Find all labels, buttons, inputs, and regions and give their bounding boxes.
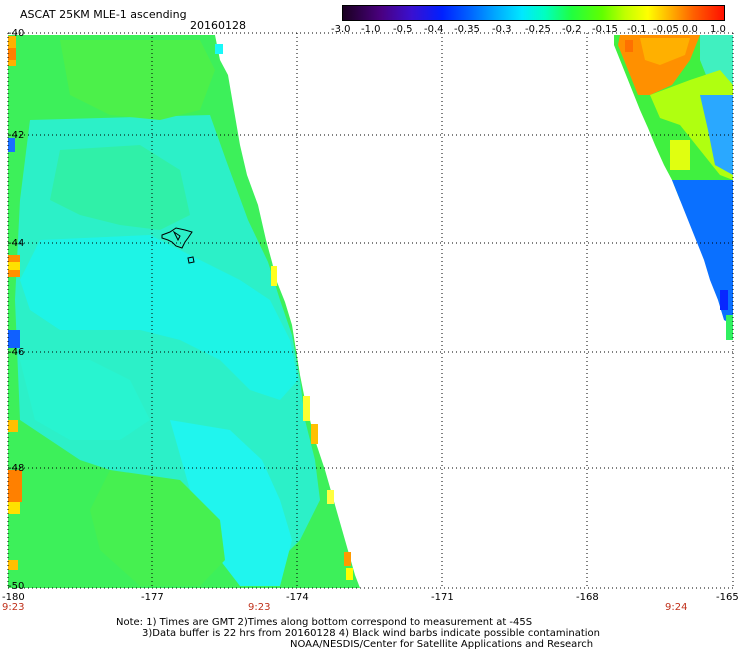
lat-label: -44 xyxy=(8,238,25,249)
lon-label: -177 xyxy=(141,592,164,603)
lat-label: -42 xyxy=(8,130,25,141)
lat-label: -40 xyxy=(8,28,25,39)
colorbar-label: -0.05 xyxy=(653,24,679,35)
colorbar-label: -0.2 xyxy=(562,24,582,35)
product-title: ASCAT 25KM MLE-1 ascending xyxy=(20,8,187,21)
footer-note-1: Note: 1) Times are GMT 2)Times along bot… xyxy=(116,617,533,628)
lon-label: -171 xyxy=(431,592,454,603)
lat-label: -46 xyxy=(8,347,25,358)
colorbar-label: -0.25 xyxy=(525,24,551,35)
colorbar-label: -0.35 xyxy=(454,24,480,35)
colorbar-label: -3.0 xyxy=(331,24,351,35)
colorbar-label: 0.0 xyxy=(682,24,698,35)
time-label: 9:23 xyxy=(248,602,271,613)
lat-label: -48 xyxy=(8,463,25,474)
map-grid xyxy=(7,32,734,589)
footer-credit: NOAA/NESDIS/Center for Satellite Applica… xyxy=(290,639,594,650)
time-label: 9:23 xyxy=(2,602,25,613)
colorbar-label: -0.3 xyxy=(492,24,512,35)
lon-label: -180 xyxy=(2,592,25,603)
time-label: 9:24 xyxy=(665,602,688,613)
colorbar-label: -1.0 xyxy=(361,24,381,35)
lon-label: -165 xyxy=(716,592,739,603)
lon-label: -168 xyxy=(576,592,599,603)
lat-label: -50 xyxy=(8,581,25,592)
colorbar-label: 1.0 xyxy=(710,24,726,35)
colorbar-label: -0.15 xyxy=(592,24,618,35)
colorbar-label: -0.1 xyxy=(627,24,647,35)
product-date: 20160128 xyxy=(190,19,246,32)
color-scale-bar xyxy=(342,5,725,21)
footer-note-2: 3)Data buffer is 22 hrs from 20160128 4)… xyxy=(142,628,600,639)
lon-label: -174 xyxy=(286,592,309,603)
right-swath xyxy=(614,35,733,340)
colorbar-label: -0.5 xyxy=(393,24,413,35)
left-swath xyxy=(8,35,360,588)
chatham-islands-outline xyxy=(161,227,195,264)
colorbar-label: -0.4 xyxy=(424,24,444,35)
